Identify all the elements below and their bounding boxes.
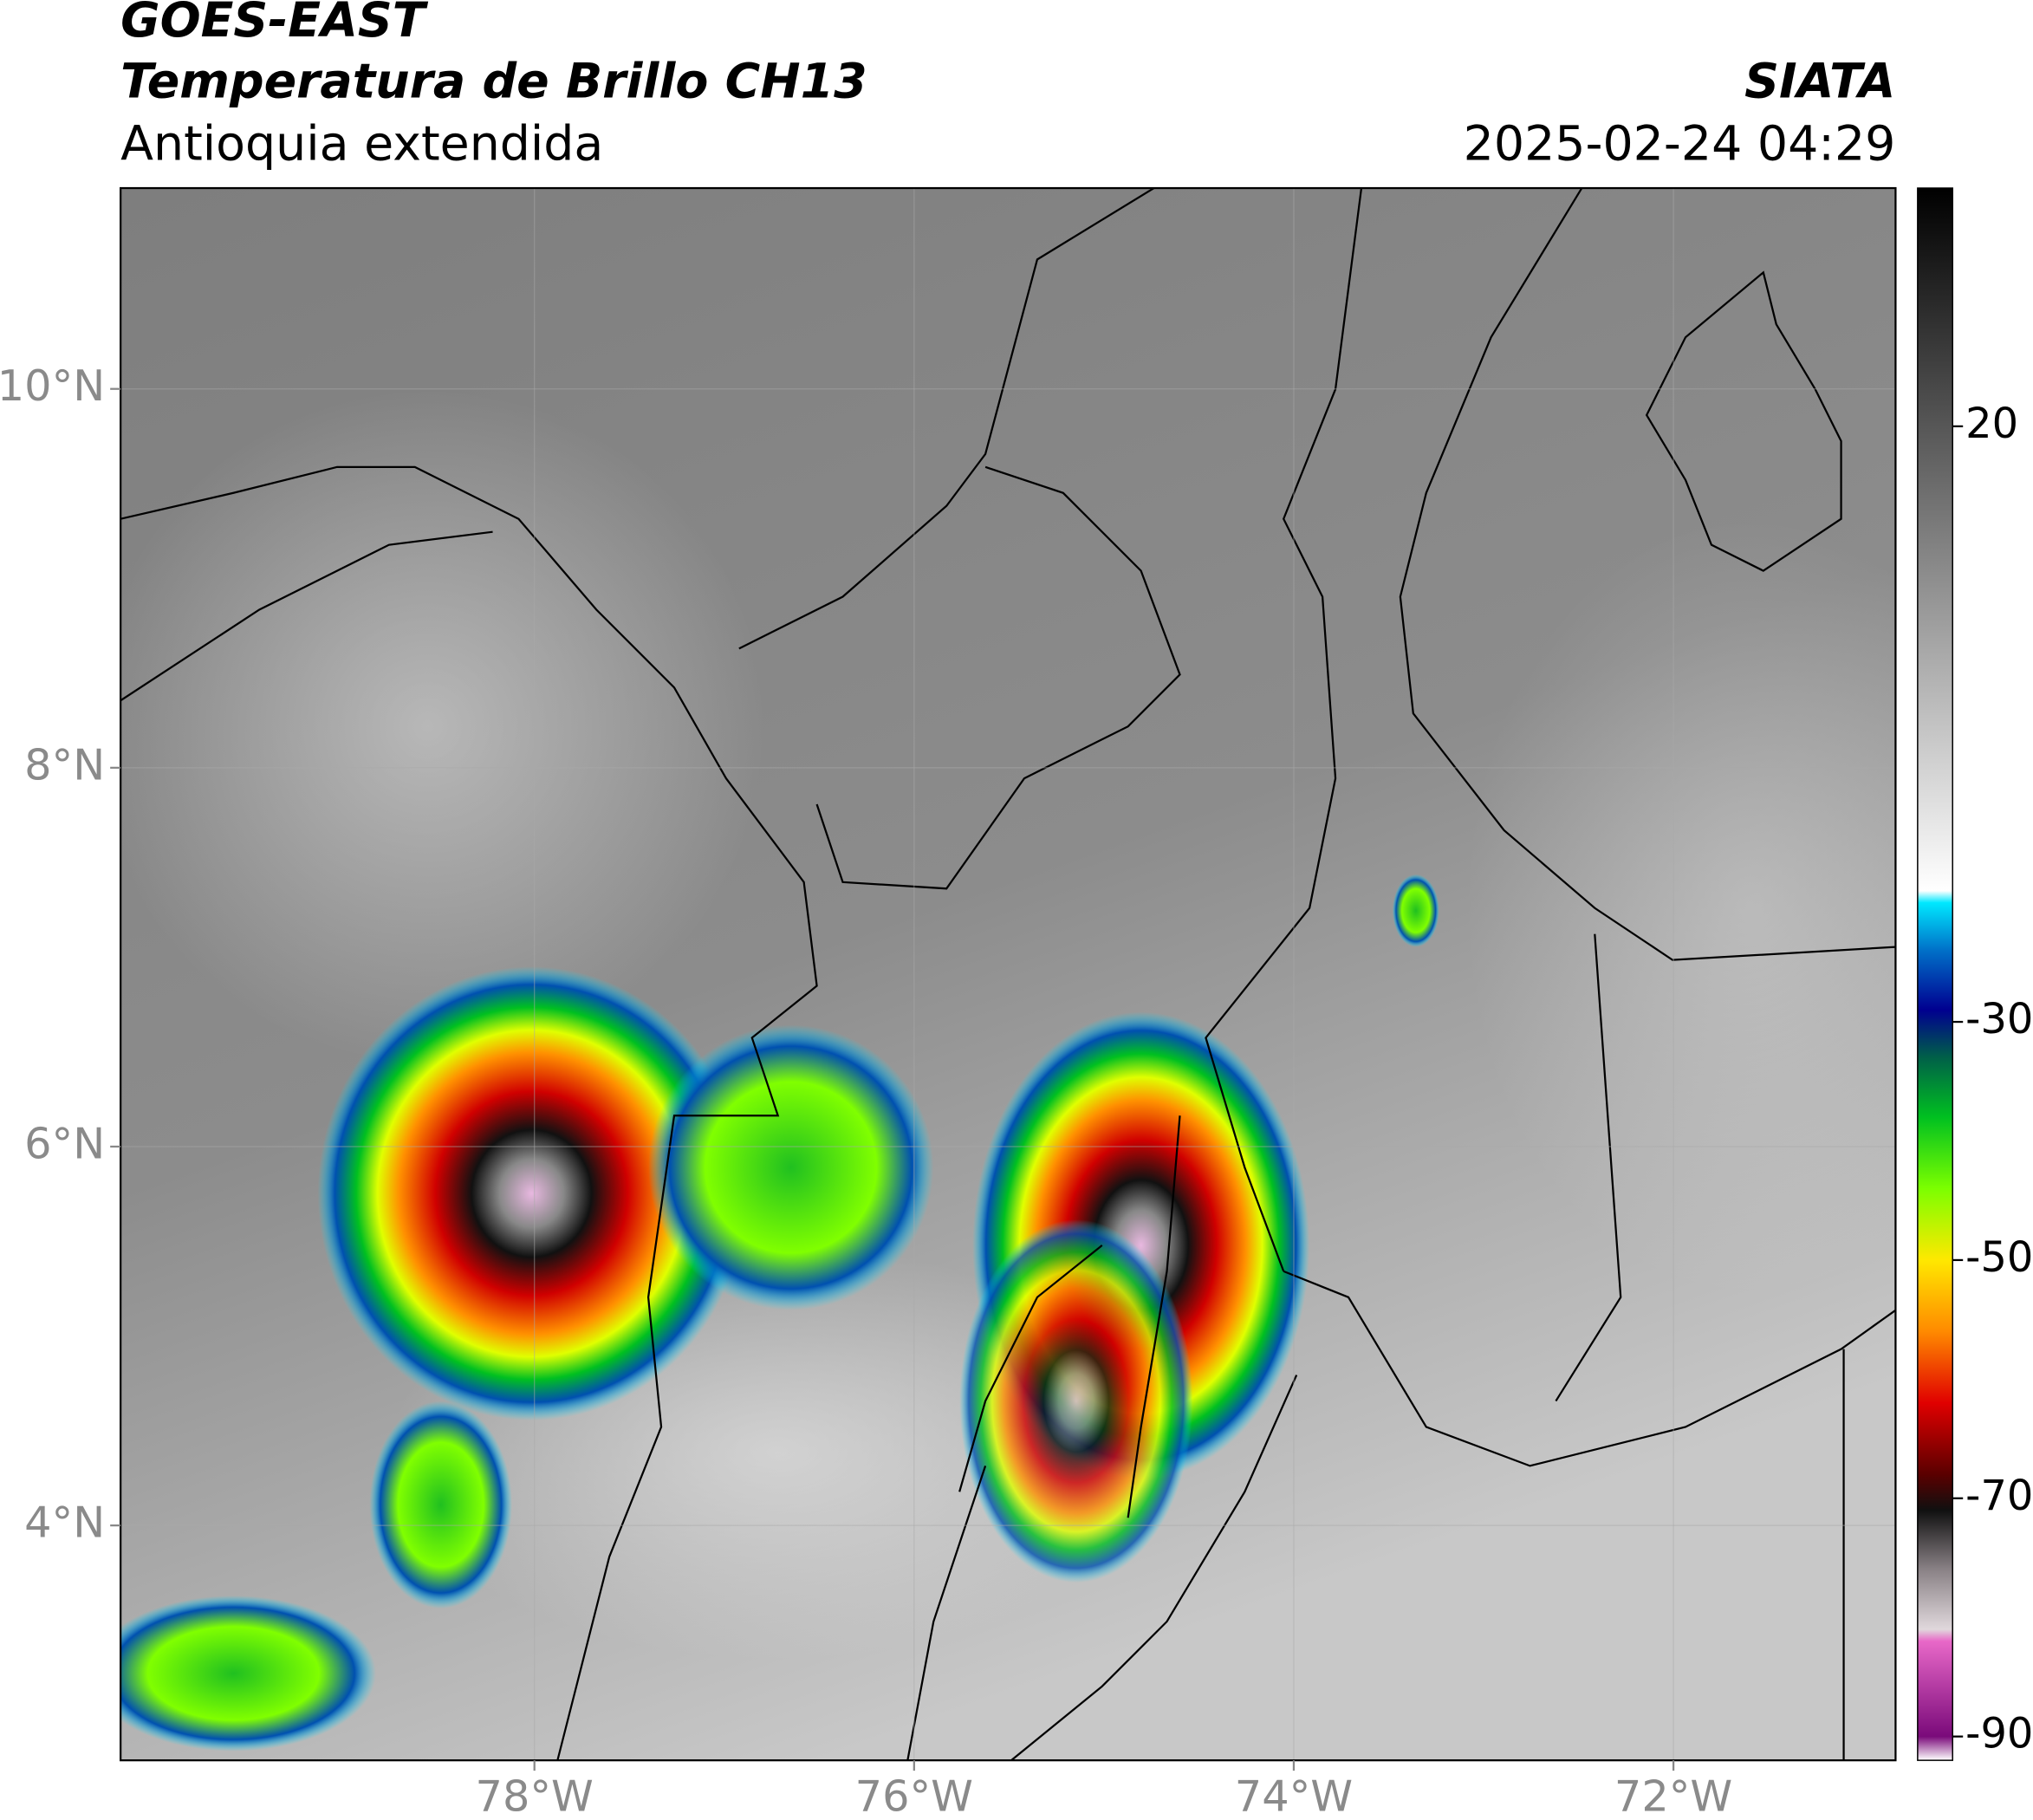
satellite-image — [120, 188, 1896, 1761]
colorbar-tick-label: -90 — [1965, 1711, 2033, 1758]
y-tick-label: 6°N — [24, 1118, 105, 1168]
y-tick-label: 8°N — [24, 739, 105, 790]
x-tick-label: 74°W — [1235, 1771, 1353, 1820]
colorbar-tick-label: -50 — [1965, 1234, 2033, 1282]
colorbar-tick-label: -30 — [1965, 996, 2033, 1043]
source: SIATA — [1744, 54, 1895, 109]
colorbar-tick-label: -70 — [1965, 1472, 2033, 1520]
x-tick-label: 72°W — [1614, 1771, 1732, 1820]
region: Antioquia extendida — [120, 116, 603, 172]
colorbar-scale — [1917, 187, 1953, 1761]
colorbar: 20 -30 -50 -70 -90 — [1917, 187, 2033, 1761]
y-tick-label: 4°N — [24, 1498, 105, 1548]
colorbar-tick-label: 20 — [1965, 400, 2018, 448]
title: GOES-EAST — [120, 0, 429, 49]
header: GOES-EAST Temperatura de Brillo CH13 Ant… — [120, 0, 1895, 172]
x-tick-label: 78°W — [476, 1771, 594, 1820]
grid — [120, 188, 1896, 1761]
map-frame — [120, 186, 1897, 1762]
y-tick-label: 10°N — [0, 361, 105, 411]
x-tick-label: 76°W — [855, 1771, 973, 1820]
subtitle: Temperatura de Brillo CH13 — [120, 54, 867, 109]
timestamp: 2025-02-24 04:29 — [1464, 116, 1896, 172]
